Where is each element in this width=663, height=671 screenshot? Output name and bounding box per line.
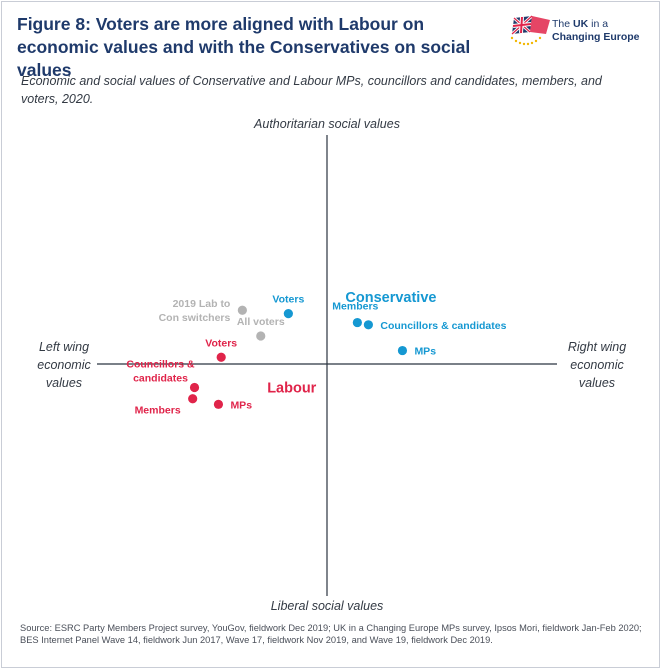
point-conservative-voters bbox=[283, 309, 293, 319]
point-labour-mps bbox=[213, 399, 224, 409]
logo-line1-bold: UK bbox=[573, 18, 589, 30]
axis-label-left-line: values bbox=[46, 376, 82, 390]
point-labour-councillors-candidates bbox=[189, 382, 200, 393]
axis-label-left-line: economic bbox=[37, 358, 91, 372]
group-label: Conservative bbox=[345, 290, 436, 306]
point-label-conservative-mps: MPs bbox=[414, 346, 436, 358]
logo-emblem-icon bbox=[510, 14, 550, 46]
point-label-labour-mps: MPs bbox=[230, 399, 252, 411]
axis-label-right-line: values bbox=[579, 376, 615, 390]
point-all-voters-2019-lab-to-con-switchers bbox=[237, 305, 247, 315]
point-label-labour-voters: Voters bbox=[205, 337, 237, 349]
axis-label-bottom: Liberal social values bbox=[271, 599, 384, 613]
figure-title: Figure 8: Voters are more aligned with L… bbox=[17, 14, 471, 80]
logo-line2: Changing Europe bbox=[552, 31, 640, 43]
logo-line1-suffix: in a bbox=[588, 18, 609, 30]
axis-label-right-line: economic bbox=[570, 358, 624, 372]
point-label-labour-members: Members bbox=[135, 405, 181, 417]
point-conservative-councillors-candidates bbox=[363, 320, 373, 330]
point-label-conservative-members: Members bbox=[332, 301, 378, 313]
point-all-voters-all-voters bbox=[256, 331, 266, 341]
axis-label-left-line: Left wing bbox=[39, 340, 89, 354]
axis-label-top: Authoritarian social values bbox=[253, 117, 400, 131]
figure-subtitle: Economic and social values of Conservati… bbox=[21, 74, 602, 106]
point-conservative-mps bbox=[397, 345, 408, 356]
point-labour-voters bbox=[216, 352, 226, 362]
source-note: Source: ESRC Party Members Project surve… bbox=[20, 623, 642, 645]
axis-label-right-line: Right wing bbox=[568, 340, 626, 354]
point-label-all-voters-2019-lab-to-con-switchers: Con switchers bbox=[159, 312, 231, 324]
point-label-conservative-voters: Voters bbox=[272, 294, 304, 306]
point-conservative-members bbox=[352, 317, 362, 328]
logo-text: The UK in a Changing Europe bbox=[552, 18, 640, 44]
point-labour-members bbox=[188, 394, 198, 404]
point-label-all-voters-2019-lab-to-con-switchers: 2019 Lab to bbox=[173, 298, 231, 310]
point-label-all-voters-all-voters: All voters bbox=[237, 316, 285, 328]
ukice-logo: The UK in a Changing Europe bbox=[506, 14, 646, 48]
logo-line1-prefix: The bbox=[552, 18, 574, 30]
point-label-conservative-councillors-candidates: Councillors & candidates bbox=[380, 320, 506, 332]
point-label-labour-councillors-candidates: candidates bbox=[133, 373, 188, 385]
point-label-labour-councillors-candidates: Councillors & bbox=[126, 359, 195, 371]
group-label: Labour bbox=[267, 381, 316, 397]
